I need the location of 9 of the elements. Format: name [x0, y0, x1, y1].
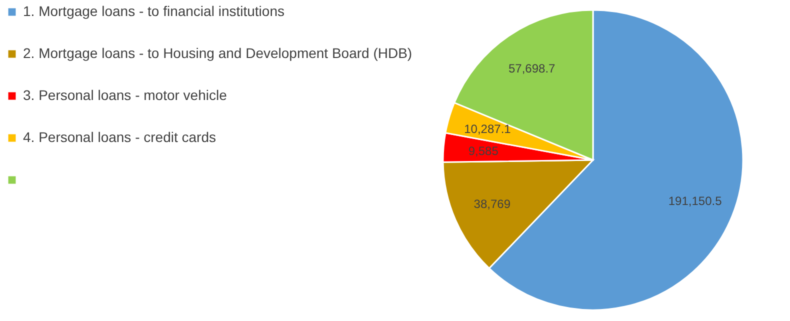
data-label: 9,585 [468, 144, 499, 158]
legend-label: 3. Personal loans - motor vehicle [23, 87, 228, 103]
data-label: 57,698.7 [508, 62, 556, 76]
data-label: 38,769 [474, 196, 511, 211]
data-label: 10,287.1 [464, 122, 512, 136]
legend-label: 4. Personal loans - credit cards [23, 129, 216, 145]
legend-label: 1. Mortgage loans - to financial institutions [23, 3, 284, 19]
legend-label: 2. Mortgage loans - to Housing and Development Board (HDB) [23, 45, 412, 61]
data-label: 191,150.5 [668, 194, 722, 208]
